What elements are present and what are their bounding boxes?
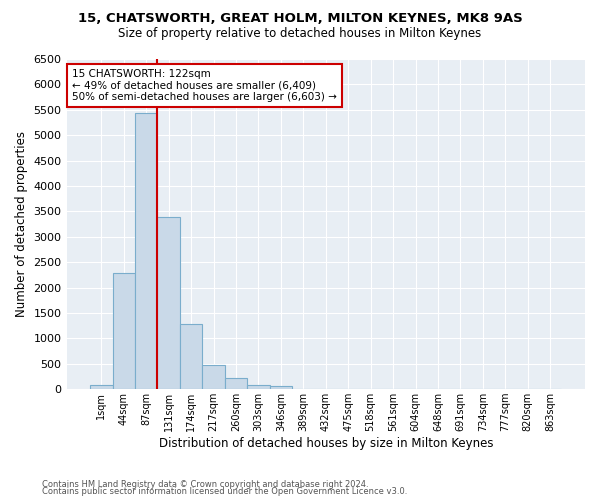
- Y-axis label: Number of detached properties: Number of detached properties: [15, 131, 28, 317]
- Bar: [269, 386, 292, 389]
- Bar: [225, 378, 247, 389]
- Text: 15, CHATSWORTH, GREAT HOLM, MILTON KEYNES, MK8 9AS: 15, CHATSWORTH, GREAT HOLM, MILTON KEYNE…: [77, 12, 523, 26]
- Text: 15 CHATSWORTH: 122sqm
← 49% of detached houses are smaller (6,409)
50% of semi-d: 15 CHATSWORTH: 122sqm ← 49% of detached …: [72, 69, 337, 102]
- Bar: [157, 218, 180, 389]
- Bar: [135, 114, 157, 389]
- Bar: [180, 324, 202, 389]
- Bar: [113, 274, 135, 389]
- X-axis label: Distribution of detached houses by size in Milton Keynes: Distribution of detached houses by size …: [158, 437, 493, 450]
- Text: Contains HM Land Registry data © Crown copyright and database right 2024.: Contains HM Land Registry data © Crown c…: [42, 480, 368, 489]
- Bar: [90, 386, 113, 389]
- Bar: [247, 384, 269, 389]
- Bar: [202, 366, 225, 389]
- Text: Contains public sector information licensed under the Open Government Licence v3: Contains public sector information licen…: [42, 487, 407, 496]
- Text: Size of property relative to detached houses in Milton Keynes: Size of property relative to detached ho…: [118, 28, 482, 40]
